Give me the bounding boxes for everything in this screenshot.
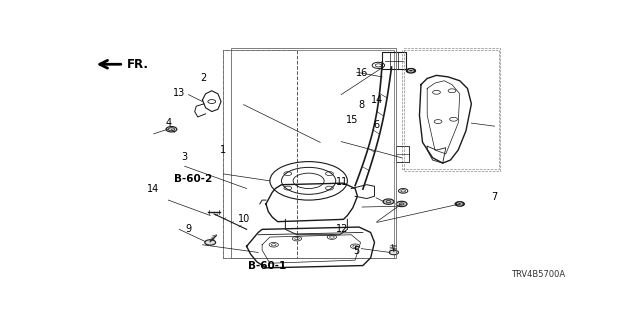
Circle shape [205, 240, 216, 245]
Text: 2: 2 [200, 73, 206, 83]
Circle shape [166, 127, 177, 132]
Text: 5: 5 [354, 246, 360, 256]
Text: 6: 6 [374, 120, 380, 130]
Circle shape [383, 199, 394, 204]
Bar [223, 50, 297, 258]
Bar [396, 146, 410, 162]
Text: 11: 11 [336, 177, 348, 187]
Circle shape [396, 201, 407, 207]
Text: 13: 13 [173, 88, 186, 98]
Text: 14: 14 [371, 95, 383, 106]
Text: FR.: FR. [127, 58, 149, 71]
Text: 15: 15 [346, 115, 358, 125]
Bar [231, 48, 396, 258]
Bar [402, 50, 499, 169]
Text: 16: 16 [356, 68, 368, 78]
Text: 3: 3 [181, 152, 188, 162]
Circle shape [406, 68, 415, 73]
Circle shape [389, 250, 399, 255]
Text: 14: 14 [147, 184, 159, 194]
Text: B-60-1: B-60-1 [248, 261, 287, 271]
Bar [404, 48, 500, 171]
Text: 1: 1 [220, 145, 226, 155]
Text: 9: 9 [185, 224, 191, 234]
Text: 7: 7 [491, 192, 497, 202]
Circle shape [455, 202, 465, 206]
Text: TRV4B5700A: TRV4B5700A [511, 270, 565, 279]
Text: 10: 10 [237, 214, 250, 224]
Text: 12: 12 [336, 224, 348, 234]
Text: 4: 4 [165, 118, 172, 128]
Text: 8: 8 [358, 100, 365, 110]
Bar [223, 50, 394, 258]
Bar [382, 52, 406, 69]
Text: B-60-2: B-60-2 [174, 174, 212, 184]
